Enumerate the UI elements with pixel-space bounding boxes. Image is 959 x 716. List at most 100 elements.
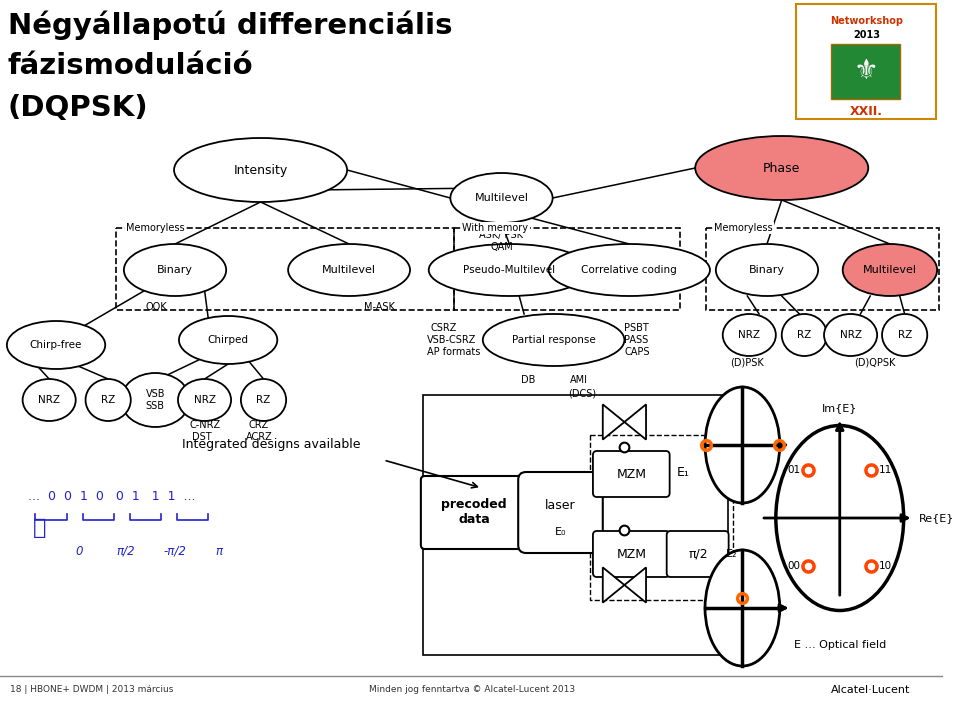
Text: π: π [216, 545, 222, 558]
FancyBboxPatch shape [593, 451, 669, 497]
Text: 18 | HBONE+ DWDM | 2013 március: 18 | HBONE+ DWDM | 2013 március [10, 685, 174, 694]
Text: RZ: RZ [797, 330, 811, 340]
Ellipse shape [179, 316, 277, 364]
Text: VSB-CSRZ: VSB-CSRZ [427, 335, 476, 345]
Text: 10: 10 [879, 561, 892, 571]
Ellipse shape [451, 173, 552, 223]
Ellipse shape [723, 314, 776, 356]
FancyBboxPatch shape [830, 44, 900, 99]
Text: NRZ: NRZ [38, 395, 60, 405]
Text: Minden jog fenntartva © Alcatel-Lucent 2013: Minden jog fenntartva © Alcatel-Lucent 2… [369, 685, 575, 694]
Text: DST: DST [192, 432, 211, 442]
Text: (DCS): (DCS) [569, 388, 596, 398]
Polygon shape [624, 405, 646, 440]
Ellipse shape [705, 387, 780, 503]
FancyBboxPatch shape [423, 395, 728, 655]
Ellipse shape [549, 244, 710, 296]
Text: AP formats: AP formats [427, 347, 480, 357]
Text: Memoryless: Memoryless [126, 223, 184, 233]
Text: 11: 11 [879, 465, 892, 475]
Text: NRZ: NRZ [738, 330, 760, 340]
Text: 01: 01 [787, 465, 801, 475]
Text: Binary: Binary [749, 265, 785, 275]
Ellipse shape [824, 314, 877, 356]
Text: MZM: MZM [617, 468, 646, 480]
Text: XXII.: XXII. [850, 105, 883, 118]
Ellipse shape [124, 244, 226, 296]
Text: RZ: RZ [256, 395, 270, 405]
Text: Multilevel: Multilevel [863, 265, 917, 275]
Text: Pseudo-Multilevel: Pseudo-Multilevel [463, 265, 555, 275]
Text: E₁: E₁ [676, 465, 690, 478]
Text: fázismoduláció: fázismoduláció [8, 52, 253, 80]
FancyBboxPatch shape [667, 531, 729, 577]
Text: Binary: Binary [157, 265, 193, 275]
Text: OOK: OOK [146, 302, 167, 312]
Ellipse shape [776, 425, 903, 611]
Ellipse shape [715, 244, 818, 296]
FancyBboxPatch shape [593, 531, 669, 577]
Text: Networkshop: Networkshop [830, 16, 902, 26]
Text: PSBT: PSBT [624, 323, 649, 333]
Text: 00: 00 [787, 561, 801, 571]
Ellipse shape [429, 244, 590, 296]
Ellipse shape [241, 379, 286, 421]
Text: (D)QPSK: (D)QPSK [854, 357, 896, 367]
Text: Integrated designs available: Integrated designs available [182, 438, 361, 451]
Text: CRZ: CRZ [248, 420, 269, 430]
FancyBboxPatch shape [421, 476, 527, 549]
Text: ⏟: ⏟ [33, 518, 46, 538]
Polygon shape [624, 567, 646, 603]
Text: NRZ: NRZ [839, 330, 861, 340]
Ellipse shape [782, 314, 827, 356]
Text: PASS: PASS [624, 335, 648, 345]
Text: Multilevel: Multilevel [322, 265, 376, 275]
FancyBboxPatch shape [518, 472, 603, 553]
Text: DB: DB [521, 375, 535, 385]
Text: Alcatel·Lucent: Alcatel·Lucent [830, 685, 910, 695]
Text: Correlative coding: Correlative coding [581, 265, 677, 275]
Text: -π/2: -π/2 [164, 545, 186, 558]
Text: RZ: RZ [898, 330, 912, 340]
Text: M-ASK: M-ASK [363, 302, 395, 312]
Text: laser: laser [545, 498, 575, 511]
Text: E₂: E₂ [726, 549, 737, 559]
Bar [706, 228, 939, 310]
Text: CAPS: CAPS [624, 347, 650, 357]
Text: Négyállapotú differenciális: Négyállapotú differenciális [8, 10, 453, 39]
Text: π/2: π/2 [117, 545, 135, 558]
Text: π/2: π/2 [689, 548, 708, 561]
Text: (DQPSK): (DQPSK) [8, 94, 149, 122]
Text: ...  0  0  1  0   0  1   1  1  ...: ... 0 0 1 0 0 1 1 1 ... [28, 490, 195, 503]
Bar [590, 435, 733, 600]
Text: Partial response: Partial response [512, 335, 596, 345]
Bar [116, 228, 455, 310]
Ellipse shape [121, 373, 190, 427]
Ellipse shape [482, 314, 624, 366]
Text: E … Optical field: E … Optical field [794, 640, 886, 650]
Text: Chirp-free: Chirp-free [30, 340, 82, 350]
Text: Chirped: Chirped [208, 335, 248, 345]
Bar [455, 228, 681, 310]
Text: precoded
data: precoded data [441, 498, 506, 526]
Ellipse shape [288, 244, 410, 296]
Text: ACRZ: ACRZ [246, 432, 272, 442]
Ellipse shape [178, 379, 231, 421]
Text: (D)PSK: (D)PSK [731, 357, 764, 367]
Text: Multilevel: Multilevel [475, 193, 528, 203]
FancyBboxPatch shape [797, 4, 936, 119]
Text: CSRZ: CSRZ [431, 323, 457, 333]
Text: 2013: 2013 [853, 30, 879, 40]
Ellipse shape [695, 136, 868, 200]
Text: RZ: RZ [101, 395, 115, 405]
Polygon shape [603, 567, 624, 603]
Text: Im{E}: Im{E} [822, 403, 857, 413]
Ellipse shape [7, 321, 105, 369]
Text: MZM: MZM [617, 548, 646, 561]
Text: E₀: E₀ [554, 527, 566, 537]
Text: Intensity: Intensity [233, 163, 288, 177]
Ellipse shape [843, 244, 937, 296]
Ellipse shape [85, 379, 130, 421]
Text: VSB
SSB: VSB SSB [146, 390, 165, 411]
Text: QAM: QAM [490, 242, 513, 252]
